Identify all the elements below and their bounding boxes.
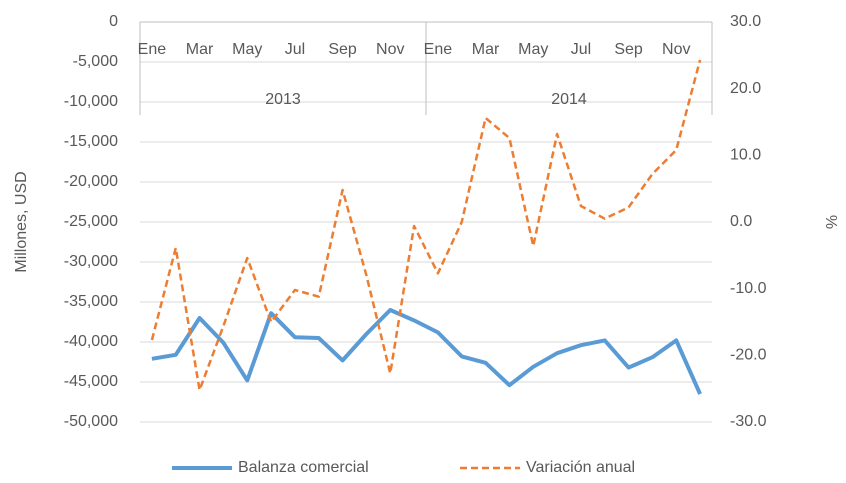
x-tick-label: Mar [186, 41, 214, 58]
y2-tick-label: 10.0 [730, 147, 761, 164]
x-tick-label: May [232, 41, 262, 58]
y-tick-label: -20,000 [64, 173, 118, 190]
x-tick-label: Nov [662, 41, 690, 58]
legend-label: Balanza comercial [238, 459, 369, 476]
series-line [150, 59, 702, 392]
x-tick-label: Ene [138, 41, 167, 58]
y-tick-label: -45,000 [64, 373, 118, 390]
x-tick-label: Jul [571, 41, 591, 58]
legend-label: Variación anual [526, 459, 635, 476]
y-tick-label: -25,000 [64, 213, 118, 230]
y2-tick-label: 30.0 [730, 13, 761, 30]
y-axis-title: Millones, USD [13, 171, 30, 272]
y-tick-label: -35,000 [64, 293, 118, 310]
x-tick-label: Sep [328, 41, 357, 58]
x-tick-label: Jul [285, 41, 305, 58]
y2-tick-label: -20.0 [730, 347, 767, 364]
y2-axis-title: % [822, 215, 839, 229]
y-tick-label: -15,000 [64, 133, 118, 150]
x-tick-label: Ene [424, 41, 453, 58]
y2-tick-label: -10.0 [730, 280, 767, 297]
series-line [151, 308, 702, 395]
y2-tick-label: 0.0 [730, 213, 752, 230]
y-tick-label: -30,000 [64, 253, 118, 270]
x-tick-label: May [518, 41, 548, 58]
y-tick-label: -10,000 [64, 93, 118, 110]
y-tick-label: 0 [109, 13, 118, 30]
x-tick-label: Mar [472, 41, 500, 58]
group-label: 2014 [551, 91, 587, 108]
x-tick-label: Nov [376, 41, 404, 58]
group-label: 2013 [265, 91, 301, 108]
y-tick-label: -50,000 [64, 413, 118, 430]
y-tick-label: -40,000 [64, 333, 118, 350]
x-tick-label: Sep [614, 41, 643, 58]
y-tick-label: -5,000 [73, 53, 118, 70]
y2-tick-label: 20.0 [730, 80, 761, 97]
y2-tick-label: -30.0 [730, 413, 767, 430]
